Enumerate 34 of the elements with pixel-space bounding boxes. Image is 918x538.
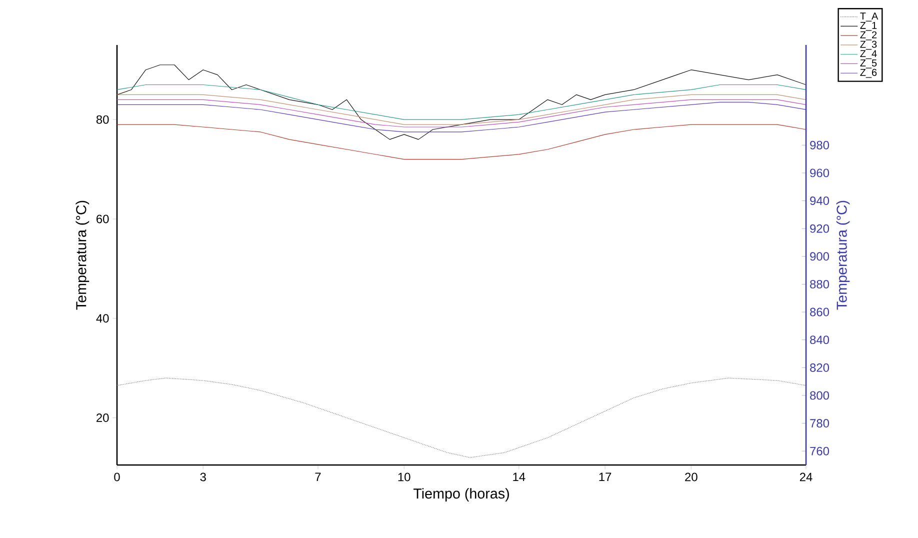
x-tick-label: 17 bbox=[599, 472, 612, 481]
y2-axis-title: Temperatura (°C) bbox=[836, 200, 850, 310]
y2-tick-label: 780 bbox=[810, 419, 830, 428]
legend-label: Z_2 bbox=[860, 31, 877, 40]
y2-tick-label: 760 bbox=[810, 446, 830, 456]
y2-tick-label: 820 bbox=[810, 363, 830, 372]
y-tick-label: 60 bbox=[96, 214, 109, 224]
y2-tick-label: 800 bbox=[810, 391, 830, 400]
x-tick-label: 7 bbox=[315, 472, 321, 481]
y-tick-label: 20 bbox=[96, 414, 109, 422]
y2-tick-label: 860 bbox=[810, 308, 830, 316]
y2-tick-label: 840 bbox=[810, 336, 830, 344]
y2-tick-label: 920 bbox=[810, 224, 830, 233]
y-axis-title: Temperatura (°C) bbox=[76, 200, 90, 310]
legend-label: Z_3 bbox=[860, 40, 877, 50]
x-tick-label: 10 bbox=[398, 472, 410, 482]
y-tick-label: 80 bbox=[96, 115, 109, 124]
y2-tick-label: 880 bbox=[810, 280, 830, 288]
legend-label: Z_6 bbox=[860, 68, 877, 78]
legend-label: Z_1 bbox=[860, 22, 877, 31]
y2-tick-label: 980 bbox=[810, 140, 830, 150]
legend-label: Z_5 bbox=[860, 60, 877, 68]
y-tick-label: 40 bbox=[96, 314, 109, 323]
x-tick-label: 24 bbox=[800, 472, 812, 482]
x-tick-label: 20 bbox=[685, 472, 698, 482]
y2-tick-label: 940 bbox=[810, 196, 830, 205]
x-tick-label: 3 bbox=[200, 472, 206, 482]
x-tick-label: 0 bbox=[114, 472, 120, 482]
legend-label: Z_4 bbox=[860, 50, 877, 60]
legend-label: T_A bbox=[860, 12, 878, 22]
y2-tick-label: 900 bbox=[810, 252, 830, 261]
y2-tick-label: 960 bbox=[810, 168, 830, 178]
x-axis-title: Tiempo (horas) bbox=[413, 488, 509, 502]
x-tick-label: 14 bbox=[513, 472, 526, 481]
